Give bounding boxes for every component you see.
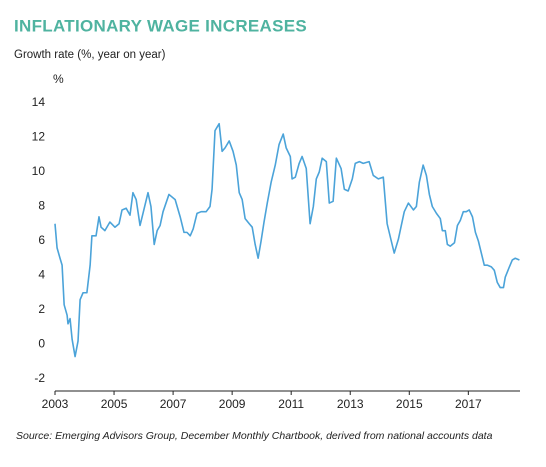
x-tick-label: 2009 (219, 397, 246, 411)
y-unit: % (53, 72, 64, 86)
y-tick-label: -2 (34, 371, 45, 385)
y-tick-label: 10 (32, 164, 46, 178)
x-tick-label: 2011 (278, 397, 304, 411)
y-tick-label: 12 (32, 130, 46, 144)
y-tick-label: 6 (38, 233, 45, 247)
x-tick-label: 2007 (160, 397, 187, 411)
y-tick-label: 2 (38, 302, 45, 316)
source-note: Source: Emerging Advisors Group, Decembe… (16, 430, 493, 442)
y-tick-label: 4 (38, 268, 45, 282)
data-line (54, 122, 520, 358)
x-tick-label: 2017 (455, 397, 482, 411)
y-tick-label: 0 (38, 337, 45, 351)
x-tick-label: 2003 (42, 397, 69, 411)
chart-title: INFLATIONARY WAGE INCREASES (14, 16, 307, 35)
y-tick-label: 14 (32, 95, 46, 109)
y-tick-label: 8 (38, 199, 45, 213)
chart-subtitle: Growth rate (%, year on year) (14, 49, 166, 61)
x-tick-label: 2005 (101, 397, 128, 411)
x-tick-label: 2013 (337, 397, 364, 411)
x-tick-label: 2015 (396, 397, 423, 411)
